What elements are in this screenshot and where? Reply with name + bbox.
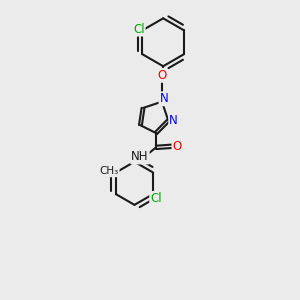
Text: CH₃: CH₃ — [100, 166, 119, 176]
Text: NH: NH — [131, 151, 149, 164]
Text: N: N — [160, 92, 168, 105]
Text: N: N — [169, 114, 178, 127]
Text: Cl: Cl — [133, 22, 145, 36]
Text: O: O — [172, 140, 182, 153]
Text: Cl: Cl — [150, 192, 162, 205]
Text: O: O — [157, 69, 167, 82]
